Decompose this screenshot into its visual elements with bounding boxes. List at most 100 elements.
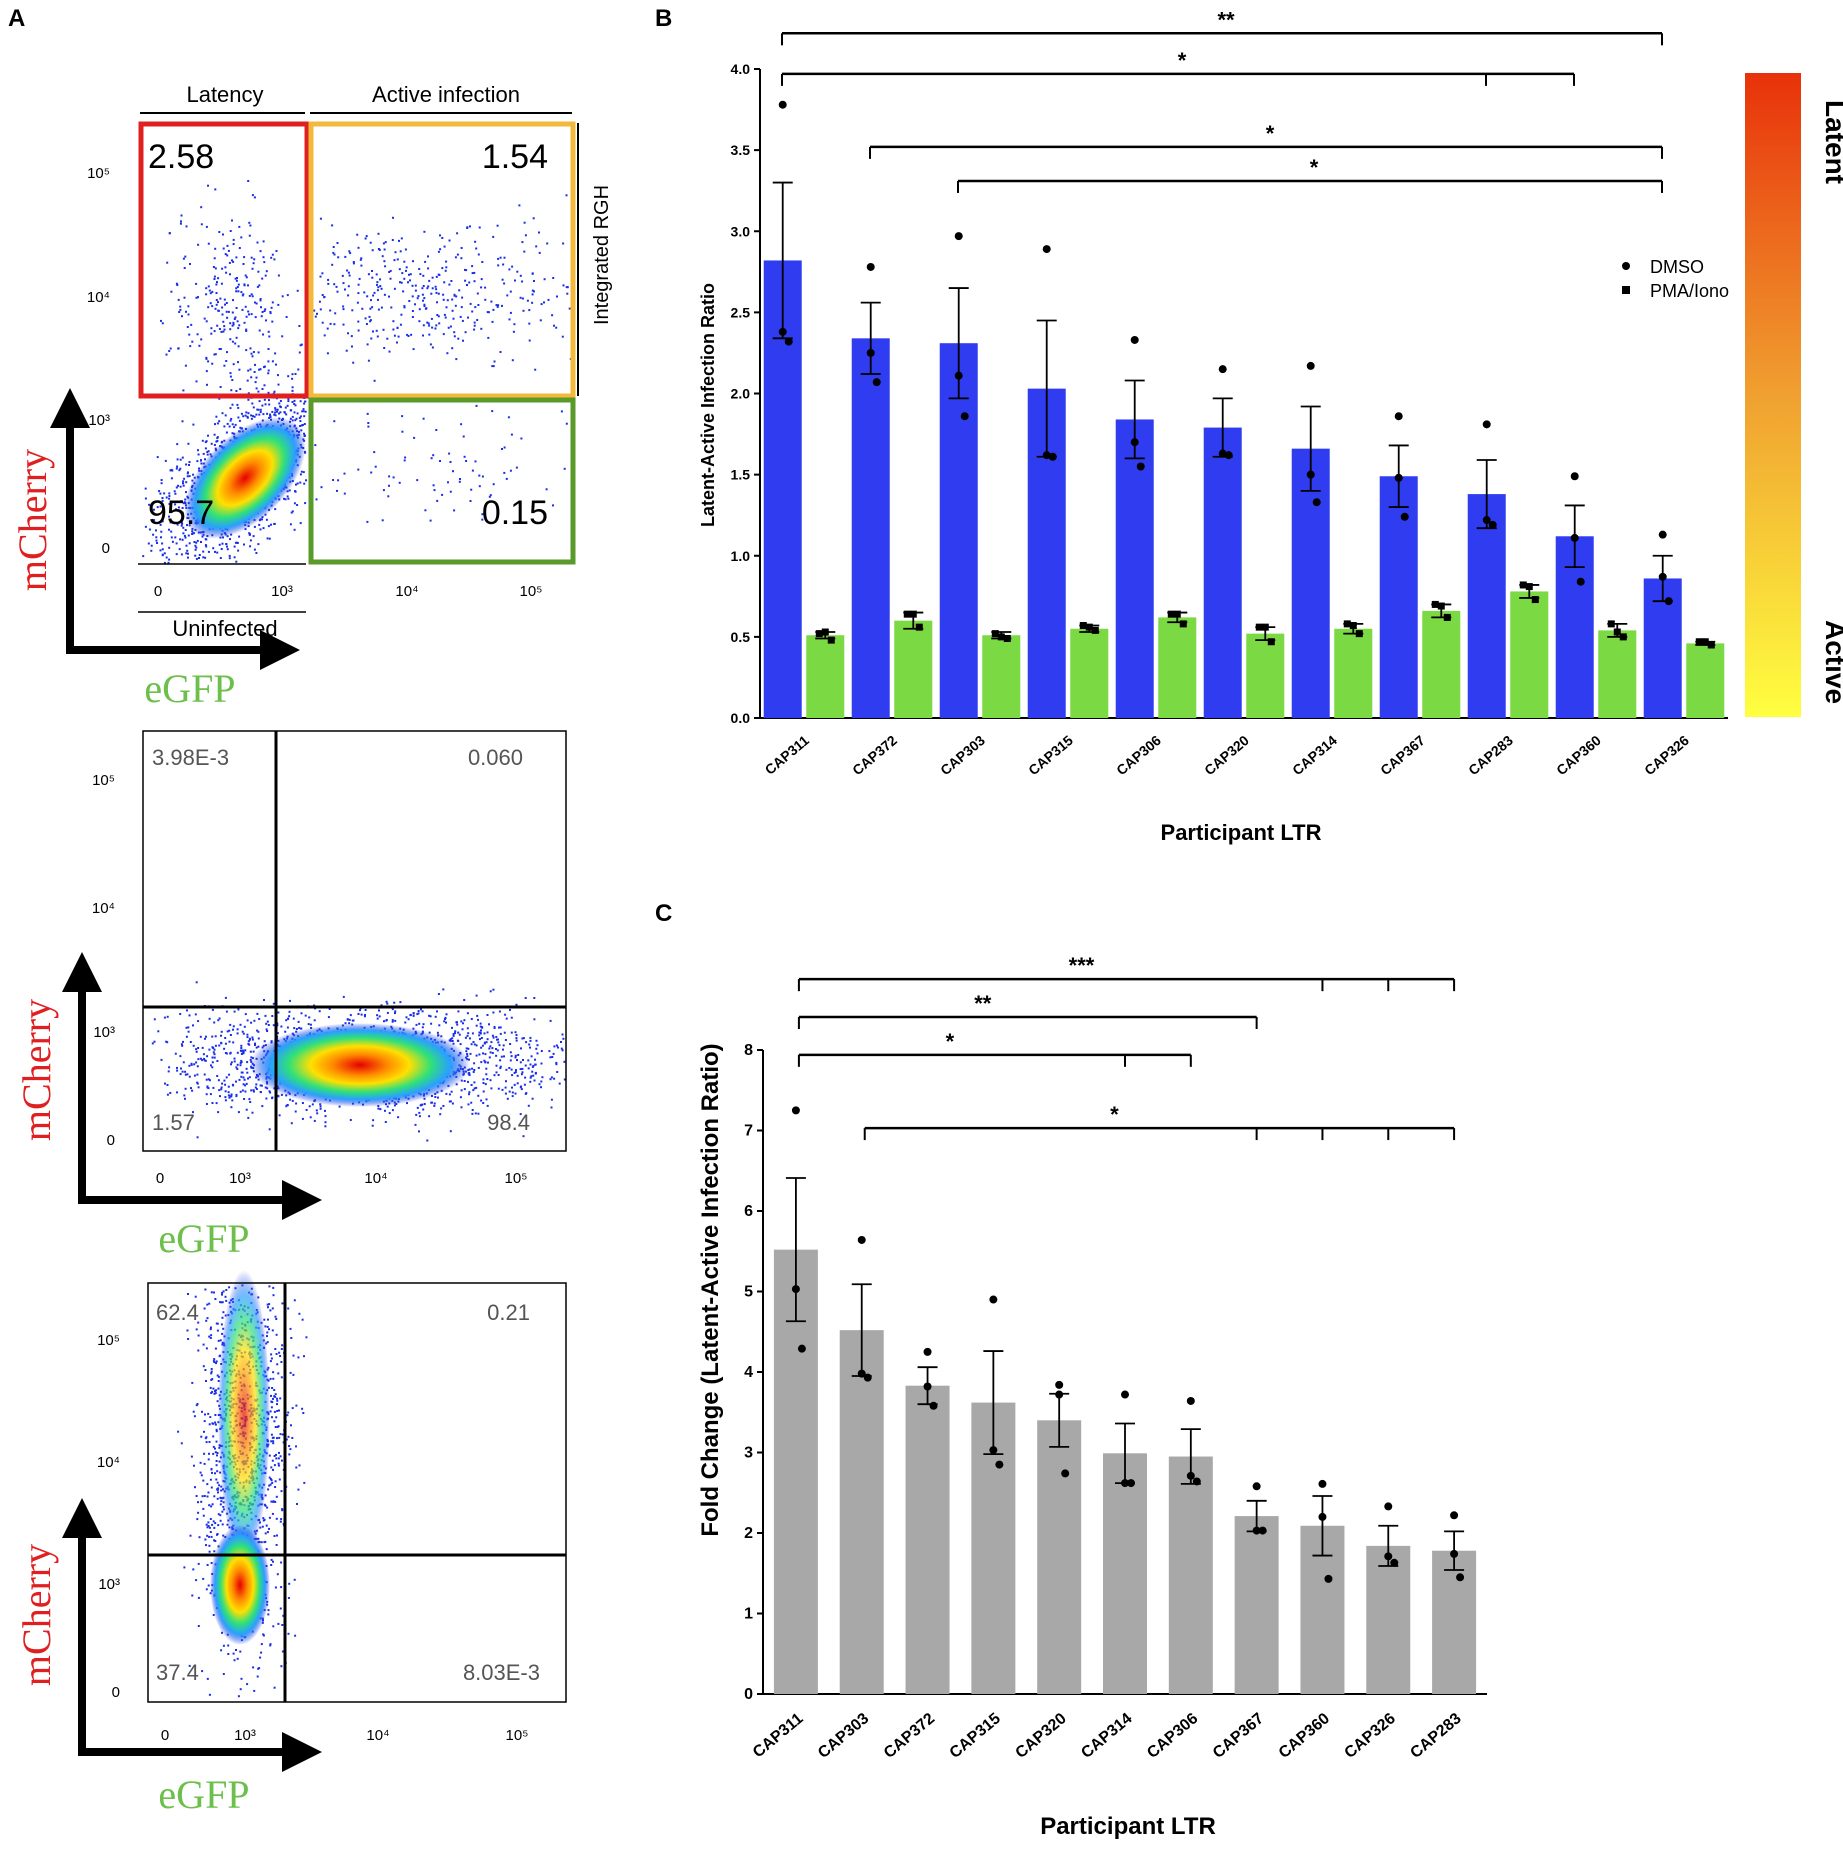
flow-event-dot: [204, 1538, 207, 1541]
flow-event-dot: [280, 1561, 283, 1564]
flow-event-dot: [279, 1455, 282, 1458]
flow-event-dot: [388, 295, 390, 298]
flow-event-dot: [481, 518, 484, 521]
flow-event-dot: [178, 311, 181, 313]
flow-event-dot: [237, 290, 240, 293]
flow-event-dot: [148, 528, 151, 531]
flow-event-dot: [245, 330, 248, 332]
flow-event-dot: [403, 459, 406, 462]
flow-event-dot: [278, 1409, 280, 1412]
flow-event-dot: [385, 1019, 388, 1022]
flow-event-dot: [543, 278, 546, 281]
flow-event-dot: [527, 1067, 530, 1070]
flow-event-dot: [305, 1109, 308, 1111]
flow-event-dot: [232, 321, 235, 324]
flow-event-dot: [314, 315, 317, 318]
flow-event-dot: [404, 248, 407, 251]
flow-event-dot: [468, 281, 471, 284]
flow-event-dot: [202, 550, 205, 553]
flow-event-dot: [519, 1113, 522, 1116]
flow-event-dot: [367, 425, 370, 428]
flow-event-dot: [243, 1078, 246, 1081]
flow-event-dot: [474, 240, 477, 243]
flow-event-dot: [273, 1686, 276, 1689]
flow-event-dot: [181, 538, 184, 541]
flow-event-dot: [413, 436, 416, 439]
flow-event-dot: [461, 319, 464, 322]
flow-event-dot: [204, 1413, 206, 1416]
flow-event-dot: [161, 548, 164, 551]
flow-event-dot: [313, 309, 316, 312]
flow-event-dot: [175, 282, 178, 285]
flow-event-dot: [211, 1056, 214, 1059]
flow-event-dot: [501, 448, 503, 450]
flow-event-dot: [266, 1020, 269, 1023]
flow-event-dot: [429, 519, 432, 522]
flow-event-dot: [319, 1105, 322, 1108]
flow-event-dot: [299, 1027, 302, 1030]
flow-event-dot: [215, 299, 218, 301]
flow-event-dot: [242, 1083, 245, 1086]
flow-event-dot: [555, 326, 558, 329]
flow-event-dot: [505, 477, 508, 480]
flow-event-dot: [272, 1371, 275, 1374]
flow-event-dot: [239, 1650, 242, 1653]
flow-event-dot: [270, 306, 273, 309]
flow-event-dot: [207, 1525, 210, 1527]
flow-event-dot: [549, 1078, 552, 1081]
flow-event-dot: [238, 1078, 241, 1081]
flow-event-dot: [235, 1066, 238, 1069]
flow-event-dot: [157, 1030, 160, 1033]
flow-event-dot: [253, 196, 256, 199]
flow-event-dot: [393, 287, 396, 290]
flow-event-dot: [518, 204, 521, 207]
flow-event-dot: [403, 277, 406, 280]
flow-event-dot: [332, 479, 335, 481]
flow-event-dot: [227, 310, 230, 313]
active-infection-header: Active infection: [372, 82, 520, 107]
flow-event-dot: [188, 1075, 191, 1078]
flow-event-dot: [515, 1034, 518, 1036]
flow-event-dot: [304, 410, 307, 413]
flow-event-dot: [338, 1105, 341, 1108]
panel-label-b: B: [655, 5, 672, 32]
flow-event-dot: [166, 1015, 169, 1018]
flow-event-dot: [214, 1451, 217, 1454]
flow-event-dot: [294, 419, 297, 422]
flow-event-dot: [195, 1061, 198, 1064]
flow-event-dot: [389, 277, 392, 280]
flow-event-dot: [228, 1286, 231, 1289]
flow-event-dot: [431, 346, 434, 349]
flow-event-dot: [187, 471, 189, 474]
flow-event-dot: [468, 1074, 471, 1077]
flow-event-dot: [252, 1089, 255, 1092]
flow-event-dot: [489, 494, 492, 497]
data-point: [1255, 623, 1263, 631]
flow-event-dot: [462, 1022, 464, 1025]
flow-event-dot: [267, 372, 270, 375]
flow-event-dot: [216, 1452, 219, 1454]
flow-event-dot: [174, 492, 177, 495]
flow-event-dot: [268, 1090, 271, 1093]
flow-event-dot: [449, 490, 452, 493]
flow-event-dot: [208, 1526, 211, 1529]
flow-event-dot: [447, 326, 450, 329]
data-point: [827, 636, 835, 644]
flow-event-dot: [391, 1109, 394, 1112]
flow-event-dot: [473, 271, 476, 274]
flow-event-dot: [463, 1019, 466, 1022]
flow-event-dot: [421, 1010, 424, 1013]
flow-event-dot: [205, 538, 208, 541]
bar: [851, 338, 890, 718]
flow-event-dot: [192, 1044, 195, 1047]
flow-event-dot: [497, 264, 500, 267]
flow-event-dot: [224, 1099, 227, 1102]
flow-event-dot: [513, 1071, 516, 1074]
flow-event-dot: [419, 273, 422, 276]
flow-event-dot: [281, 295, 284, 298]
flow-event-dot: [182, 532, 185, 535]
flow-event-dot: [190, 1087, 192, 1090]
flow-event-dot: [190, 1062, 193, 1065]
flow-event-dot: [369, 320, 372, 323]
flow-event-dot: [492, 988, 495, 991]
